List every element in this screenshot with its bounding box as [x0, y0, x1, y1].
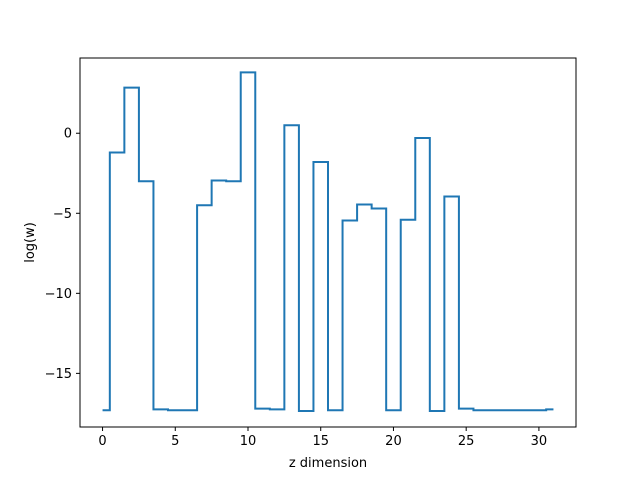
y-tick-label: −5: [53, 207, 72, 222]
y-tick-label: −10: [45, 287, 72, 302]
x-tick-label: 30: [531, 434, 548, 449]
y-tick-label: 0: [64, 127, 72, 142]
x-tick-label: 15: [312, 434, 329, 449]
x-tick-label: 0: [98, 434, 106, 449]
y-axis-label: log(w): [23, 222, 38, 263]
x-axis-label: z dimension: [289, 456, 367, 471]
y-tick-label: −15: [45, 367, 72, 382]
plot-area: [102, 71, 554, 412]
axis-ticks: 0 5 10 15 20 25 30 −15 −10 −5 0: [45, 127, 548, 449]
x-tick-label: 5: [171, 434, 179, 449]
x-tick-label: 20: [385, 434, 402, 449]
x-tick-label: 25: [458, 434, 475, 449]
series-step-line: [102, 71, 554, 412]
axes-frame: [79, 57, 577, 428]
x-tick-label: 10: [240, 434, 257, 449]
